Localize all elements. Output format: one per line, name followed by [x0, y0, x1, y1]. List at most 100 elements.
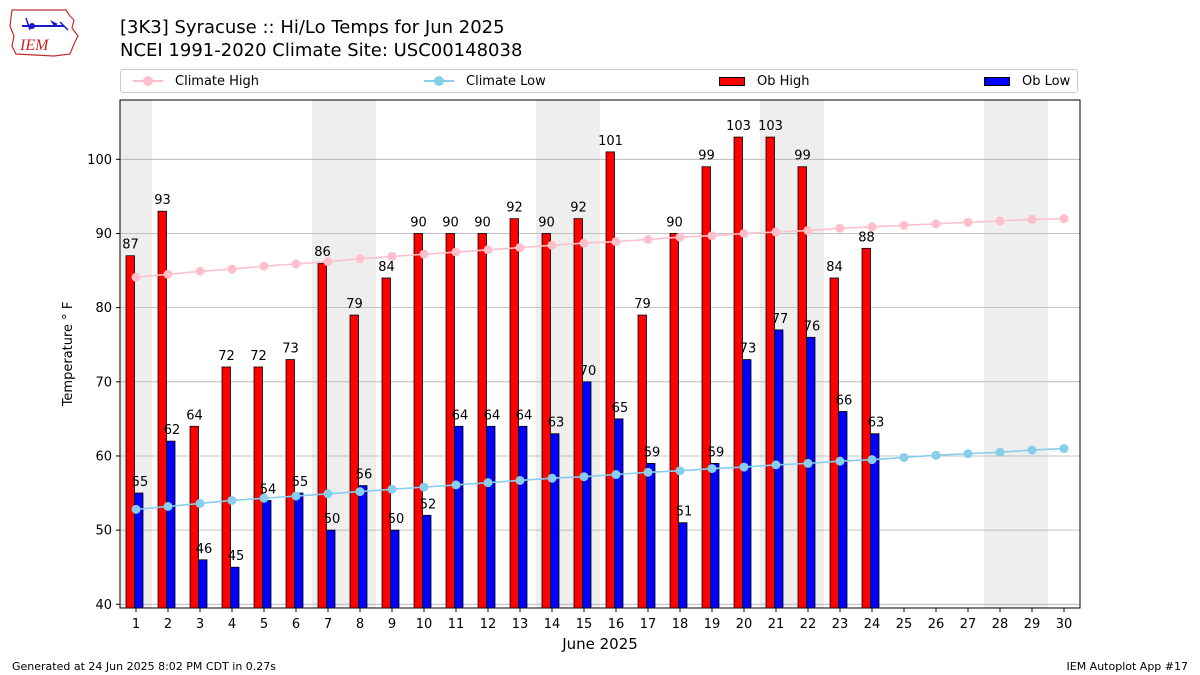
- bar-ob-high: [349, 314, 359, 609]
- bar-ob-low: [326, 529, 336, 609]
- point-climate-high: [131, 272, 141, 282]
- x-tick-label: 23: [832, 617, 849, 632]
- iem-logo: IEM: [9, 9, 79, 57]
- bar-ob-low: [614, 418, 624, 609]
- point-climate-high: [227, 264, 237, 274]
- point-climate-low: [547, 473, 557, 483]
- bar-ob-low: [294, 492, 304, 609]
- bar-ob-high: [573, 218, 583, 609]
- legend-swatch-climate-low: [424, 76, 454, 86]
- x-tick-label: 6: [292, 617, 300, 632]
- point-climate-low: [835, 456, 845, 466]
- point-climate-high: [355, 254, 365, 264]
- bar-ob-high: [605, 151, 615, 609]
- x-tick-label: 13: [512, 617, 529, 632]
- point-climate-low: [451, 480, 461, 490]
- point-climate-low: [419, 482, 429, 492]
- point-climate-high: [163, 269, 173, 279]
- label-ob-low: 73: [740, 342, 757, 357]
- y-axis-label: Temperature ° F: [61, 302, 76, 408]
- point-climate-low: [803, 458, 813, 468]
- point-climate-high: [419, 249, 429, 259]
- bar-ob-low: [838, 411, 848, 609]
- point-climate-high: [387, 251, 397, 261]
- x-tick-label: 22: [800, 617, 817, 632]
- point-climate-high: [547, 240, 557, 250]
- label-ob-low: 50: [324, 512, 341, 527]
- label-ob-low: 50: [388, 512, 405, 527]
- bar-ob-high: [221, 366, 231, 609]
- point-climate-low: [195, 498, 205, 508]
- label-ob-high: 90: [538, 215, 555, 230]
- point-climate-high: [259, 261, 269, 271]
- point-climate-low: [995, 447, 1005, 457]
- bar-ob-low: [550, 433, 560, 609]
- x-tick-label: 1: [132, 617, 140, 632]
- x-tick-label: 14: [544, 617, 561, 632]
- bar-ob-low: [262, 500, 272, 609]
- legend-swatch-ob-low: [984, 76, 1010, 86]
- point-climate-low: [963, 449, 973, 459]
- bar-ob-low: [806, 336, 816, 609]
- label-ob-high: 84: [378, 260, 395, 275]
- x-tick-label: 18: [672, 617, 689, 632]
- legend-item-climate-low: Climate Low: [424, 70, 546, 92]
- bar-ob-low: [198, 559, 208, 609]
- x-tick-label: 20: [736, 617, 753, 632]
- legend-item-climate-high: Climate High: [133, 70, 259, 92]
- label-ob-high: 92: [506, 201, 523, 216]
- label-ob-low: 46: [196, 542, 213, 557]
- legend-swatch-climate-high: [133, 76, 163, 86]
- label-ob-low: 66: [836, 393, 853, 408]
- point-climate-high: [515, 243, 525, 253]
- label-ob-high: 90: [442, 215, 459, 230]
- point-climate-low: [131, 504, 141, 514]
- point-climate-high: [931, 219, 941, 229]
- point-climate-high: [643, 234, 653, 244]
- y-tick-label: 50: [95, 524, 112, 539]
- chart-subtitle: NCEI 1991-2020 Climate Site: USC00148038: [120, 40, 523, 61]
- bar-ob-high: [189, 425, 199, 609]
- label-ob-high: 92: [570, 201, 587, 216]
- label-ob-low: 55: [132, 475, 149, 490]
- x-tick-label: 25: [896, 617, 913, 632]
- point-climate-low: [227, 495, 237, 505]
- chart-title: [3K3] Syracuse :: Hi/Lo Temps for Jun 20…: [120, 17, 505, 38]
- point-climate-high: [963, 217, 973, 227]
- point-climate-high: [451, 247, 461, 257]
- line-climate-low: [135, 447, 1065, 511]
- point-climate-low: [323, 489, 333, 499]
- x-tick-label: 17: [640, 617, 657, 632]
- bar-ob-low: [582, 381, 592, 609]
- point-climate-low: [1059, 444, 1069, 454]
- label-ob-low: 55: [292, 475, 309, 490]
- label-ob-low: 52: [420, 497, 437, 512]
- x-tick-label: 27: [960, 617, 977, 632]
- x-tick-label: 5: [260, 617, 268, 632]
- x-tick-label: 26: [928, 617, 945, 632]
- generated-timestamp: Generated at 24 Jun 2025 8:02 PM CDT in …: [12, 660, 277, 673]
- label-ob-low: 62: [164, 423, 181, 438]
- point-climate-low: [643, 467, 653, 477]
- label-ob-high: 86: [314, 245, 331, 260]
- point-climate-low: [931, 450, 941, 460]
- legend-item-ob-high: Ob High: [719, 70, 810, 92]
- point-climate-high: [867, 222, 877, 232]
- point-climate-high: [323, 257, 333, 267]
- plot-frame: [119, 99, 1081, 609]
- point-climate-high: [995, 216, 1005, 226]
- bar-ob-high: [381, 277, 391, 609]
- label-ob-high: 103: [726, 119, 751, 134]
- point-climate-low: [259, 493, 269, 503]
- y-tick-label: 100: [87, 153, 112, 168]
- weekend-shade: [312, 100, 344, 608]
- point-climate-low: [611, 470, 621, 480]
- point-climate-high: [1027, 214, 1037, 224]
- weekend-shade: [984, 100, 1016, 608]
- bar-ob-high: [733, 136, 743, 609]
- label-ob-high: 99: [698, 149, 715, 164]
- label-ob-low: 59: [708, 445, 725, 460]
- label-ob-high: 79: [346, 297, 363, 312]
- bar-ob-high: [125, 255, 135, 609]
- y-tick-label: 70: [95, 375, 112, 390]
